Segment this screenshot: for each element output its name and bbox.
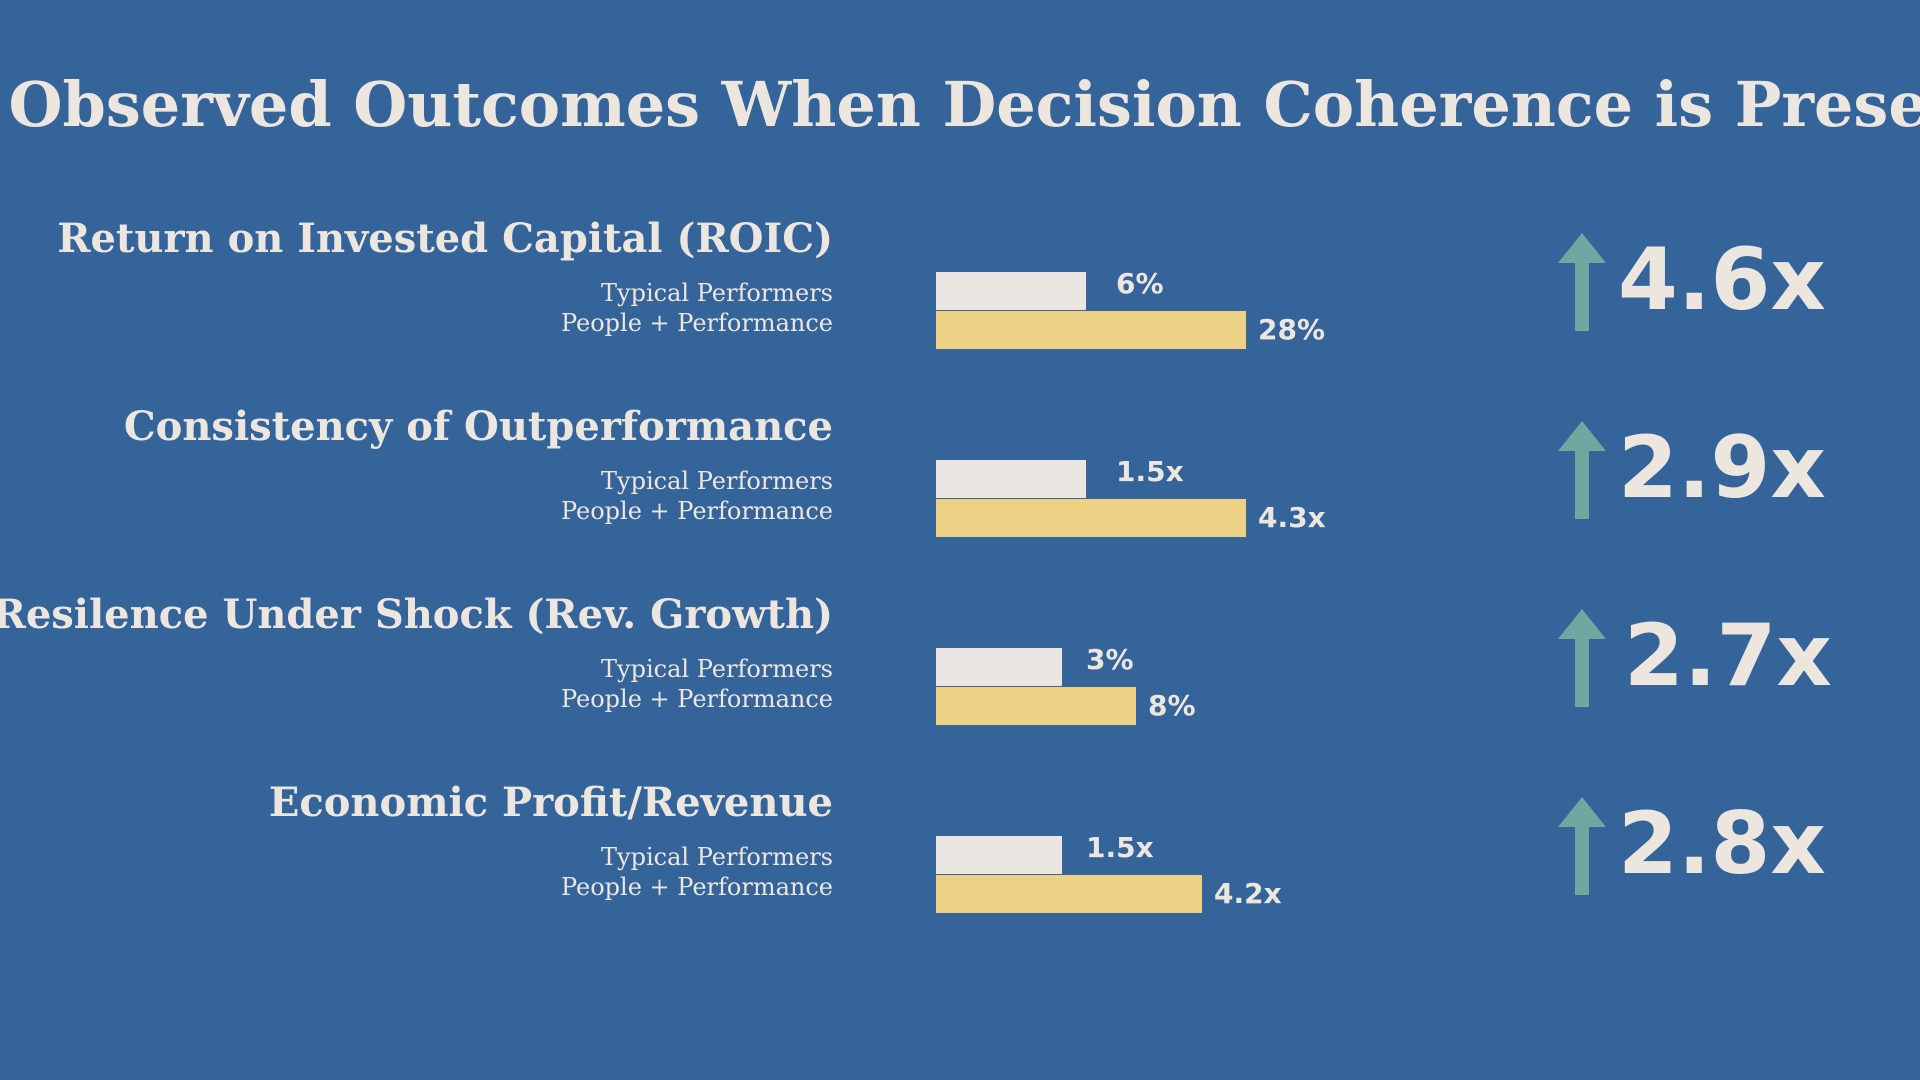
bar-value-people-performance: 4.3x — [1258, 501, 1326, 534]
bar-typical-performers — [936, 648, 1062, 686]
bar-value-people-performance: 28% — [1258, 313, 1326, 346]
arrow-up-icon — [1558, 421, 1606, 519]
arrow-up-icon — [1558, 797, 1606, 895]
metric-title: Consistency of Outperformance — [123, 403, 833, 450]
multiplier-value: 2.7x — [1624, 606, 1832, 706]
multiplier-value: 4.6x — [1618, 230, 1826, 330]
page-title: Observed Outcomes When Decision Coherenc… — [8, 68, 1920, 141]
bar-value-typical: 6% — [1116, 267, 1164, 300]
series-label-people-performance: People + Performance — [560, 497, 833, 525]
bar-people-performance — [936, 875, 1202, 913]
bar-people-performance — [936, 499, 1246, 537]
bar-value-people-performance: 4.2x — [1214, 877, 1282, 910]
series-label-typical: Typical Performers — [601, 655, 833, 683]
bar-value-typical: 3% — [1086, 643, 1134, 676]
bar-typical-performers — [936, 272, 1086, 310]
bar-typical-performers — [936, 460, 1086, 498]
bar-typical-performers — [936, 836, 1062, 874]
series-label-typical: Typical Performers — [601, 279, 833, 307]
metric-title: Economic Profit/Revenue — [268, 779, 833, 826]
series-label-people-performance: People + Performance — [560, 685, 833, 713]
bar-value-people-performance: 8% — [1148, 689, 1196, 722]
series-label-typical: Typical Performers — [601, 467, 833, 495]
bar-value-typical: 1.5x — [1086, 831, 1154, 864]
bar-people-performance — [936, 687, 1136, 725]
bar-value-typical: 1.5x — [1116, 455, 1184, 488]
bar-people-performance — [936, 311, 1246, 349]
series-label-typical: Typical Performers — [601, 843, 833, 871]
arrow-up-icon — [1558, 609, 1606, 707]
series-label-people-performance: People + Performance — [560, 873, 833, 901]
metric-title: Resilence Under Shock (Rev. Growth) — [0, 591, 833, 638]
multiplier-value: 2.8x — [1618, 794, 1826, 894]
arrow-up-icon — [1558, 233, 1606, 331]
multiplier-value: 2.9x — [1618, 418, 1826, 518]
metric-title: Return on Invested Capital (ROIC) — [57, 215, 833, 262]
series-label-people-performance: People + Performance — [560, 309, 833, 337]
